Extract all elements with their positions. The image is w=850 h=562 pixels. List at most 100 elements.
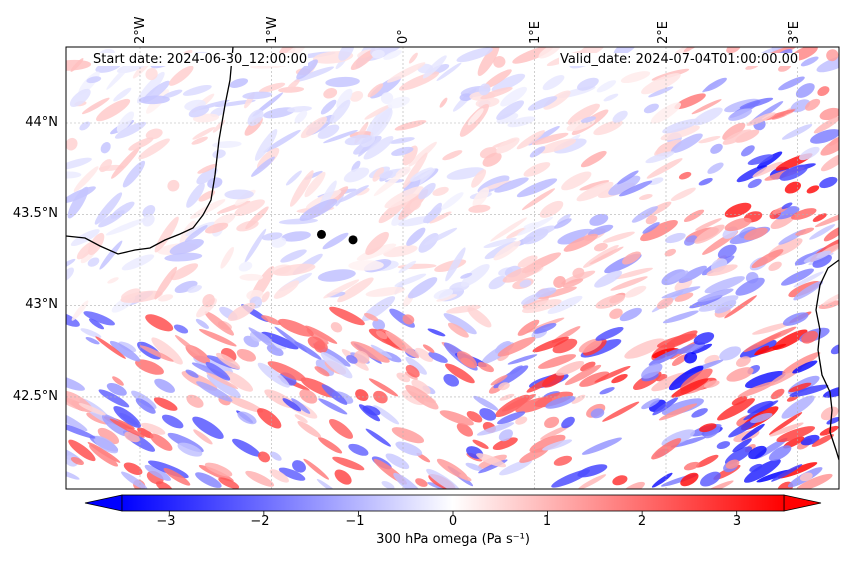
omega-cell <box>801 330 818 344</box>
omega-cell <box>364 104 391 120</box>
omega-cell <box>684 351 698 364</box>
omega-cell <box>793 280 824 301</box>
omega-cell <box>391 427 425 444</box>
omega-cell <box>466 411 483 423</box>
omega-cell <box>107 277 119 284</box>
omega-cell <box>668 365 704 391</box>
omega-cell <box>694 224 725 244</box>
colorbar-tick-label: −3 <box>156 514 176 529</box>
omega-cell <box>641 363 663 379</box>
omega-cell <box>94 192 123 225</box>
omega-cell <box>743 227 768 241</box>
omega-cell <box>483 180 512 191</box>
omega-cell <box>743 333 782 353</box>
omega-cell <box>547 295 583 314</box>
omega-cell <box>756 151 783 169</box>
omega-cell <box>257 408 282 429</box>
omega-cell <box>652 397 679 416</box>
omega-cell <box>496 112 519 124</box>
omega-cell <box>439 410 474 426</box>
omega-cell <box>149 433 173 451</box>
omega-cell <box>66 422 96 439</box>
omega-cell <box>662 310 699 324</box>
omega-cell <box>789 384 829 398</box>
omega-cell <box>717 244 737 259</box>
omega-cell <box>828 136 839 146</box>
omega-cell <box>509 365 523 375</box>
omega-cell <box>529 434 566 453</box>
omega-cell <box>619 307 642 322</box>
omega-cell <box>563 233 598 252</box>
omega-cell <box>337 277 374 303</box>
omega-cell <box>70 456 84 466</box>
omega-cell <box>328 418 354 439</box>
omega-cell <box>614 267 653 280</box>
omega-cell <box>402 314 415 325</box>
omega-cell <box>479 408 497 421</box>
omega-cell <box>717 398 755 421</box>
omega-cell <box>823 226 839 242</box>
omega-cell <box>545 395 576 409</box>
omega-cell <box>639 194 653 200</box>
omega-cell <box>354 350 370 364</box>
omega-cell <box>142 205 156 218</box>
omega-cell <box>542 439 573 451</box>
omega-cell <box>307 336 326 350</box>
omega-cell <box>537 138 577 154</box>
omega-cell <box>427 328 446 337</box>
omega-cell <box>498 382 510 391</box>
omega-cell <box>177 442 203 457</box>
omega-cell <box>676 342 706 354</box>
omega-cell <box>493 56 506 68</box>
omega-cell <box>695 454 719 468</box>
omega-cell <box>212 149 226 159</box>
omega-cell <box>803 250 832 263</box>
omega-cell <box>383 50 402 60</box>
omega-cell <box>70 58 84 72</box>
omega-cell <box>620 71 651 84</box>
omega-cell <box>587 224 614 237</box>
omega-cell <box>580 116 596 123</box>
omega-cell <box>153 397 178 411</box>
omega-cell <box>114 121 147 139</box>
omega-cell <box>162 89 183 99</box>
omega-cell <box>156 481 173 489</box>
omega-cell <box>329 99 351 124</box>
omega-cell <box>478 83 491 96</box>
omega-cell <box>624 338 665 359</box>
omega-cell <box>163 467 191 486</box>
omega-cell <box>174 335 200 356</box>
omega-cell <box>553 276 566 288</box>
omega-cell <box>383 245 418 258</box>
omega-cell <box>391 146 414 156</box>
omega-cell <box>553 455 573 466</box>
omega-cell <box>123 462 143 475</box>
omega-cell <box>477 47 500 76</box>
omega-cell <box>446 167 485 180</box>
omega-cell <box>396 372 411 383</box>
omega-cell <box>145 314 174 332</box>
omega-cell <box>621 481 645 489</box>
omega-cell <box>269 451 282 461</box>
omega-cell <box>544 416 560 429</box>
omega-cell <box>193 429 213 445</box>
omega-cell <box>229 78 249 88</box>
omega-cell <box>71 300 89 321</box>
omega-cell <box>364 312 379 322</box>
omega-cell <box>680 472 699 487</box>
omega-cell <box>223 370 254 392</box>
omega-cell <box>205 361 231 381</box>
omega-cell <box>754 343 787 356</box>
omega-cell <box>293 66 335 83</box>
omega-cell <box>683 209 705 222</box>
omega-cell <box>258 82 286 93</box>
omega-cell <box>373 405 400 425</box>
omega-cell <box>300 116 328 139</box>
omega-cell <box>493 365 529 389</box>
station-marker <box>348 235 358 245</box>
omega-cell <box>192 126 216 140</box>
omega-cell <box>768 445 792 461</box>
omega-cell <box>305 325 338 344</box>
omega-cell <box>202 293 215 308</box>
omega-cell <box>113 87 132 102</box>
